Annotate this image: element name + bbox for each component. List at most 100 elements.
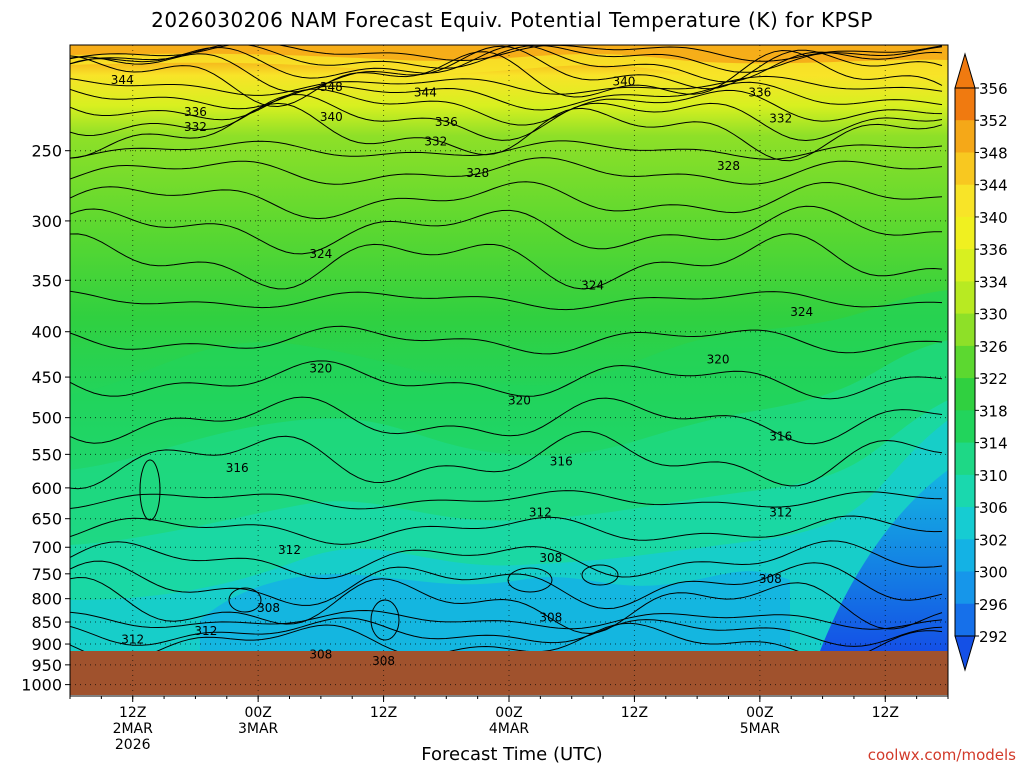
contour-line — [70, 617, 943, 647]
contour-label: 312 — [121, 633, 144, 647]
colorbar-label: 344 — [979, 177, 1008, 195]
colorbar-swatch — [955, 281, 975, 315]
y-tick-label: 600 — [31, 479, 62, 498]
colorbar-swatch — [955, 539, 975, 573]
contour-line — [70, 181, 943, 220]
colorbar-label: 340 — [979, 209, 1008, 227]
y-tick-label: 350 — [31, 271, 62, 290]
contour-closed — [370, 599, 400, 641]
contour-label: 324 — [790, 305, 813, 319]
contour-line — [70, 622, 943, 651]
x-tick-label: 12Z — [621, 705, 648, 721]
colorbar-swatch — [955, 474, 975, 508]
contour-line — [70, 45, 943, 93]
contour-label: 308 — [539, 610, 562, 624]
colorbar-label: 348 — [979, 144, 1008, 162]
x-tick-label: 00Z — [495, 705, 522, 721]
colorbar-swatch — [955, 120, 975, 153]
colorbar-label: 292 — [979, 628, 1008, 646]
contour-line — [70, 157, 943, 185]
contour-line — [70, 540, 943, 580]
grid-lines — [70, 45, 948, 696]
y-tick-label: 700 — [31, 538, 62, 557]
x-tick-label: 12Z — [119, 705, 146, 721]
contour-line — [70, 490, 943, 510]
contour-closed — [228, 587, 262, 613]
x-tick-label: 2MAR — [113, 721, 154, 737]
credit-text: coolwx.com/models — [867, 746, 1016, 764]
colorbar-label: 306 — [979, 499, 1008, 517]
colorbar-swatch — [955, 152, 975, 186]
contour-label: 336 — [748, 86, 771, 100]
contour-label: 308 — [372, 654, 395, 668]
contour-line — [70, 325, 943, 355]
x-axis-title: Forecast Time (UTC) — [421, 744, 603, 765]
contour-label: 332 — [424, 134, 447, 148]
contour-label: 320 — [508, 393, 531, 407]
colorbar-swatch — [955, 216, 975, 250]
contour-line — [70, 233, 943, 290]
contour-line — [70, 75, 943, 96]
y-tick-label: 800 — [31, 590, 62, 609]
contour-label: 328 — [466, 166, 489, 180]
colorbar-swatch — [955, 345, 975, 379]
x-tick-label: 3MAR — [238, 721, 279, 737]
contour-label: 308 — [309, 648, 332, 662]
x-tick-label: 2026 — [115, 737, 151, 753]
colorbar-label: 302 — [979, 531, 1008, 549]
contour-closed — [507, 567, 553, 593]
contour-label: 336 — [184, 105, 207, 119]
y-tick-label: 950 — [31, 656, 62, 675]
contour-label: 316 — [226, 461, 249, 475]
contour-label: 340 — [320, 110, 343, 124]
colorbar-swatch — [955, 442, 975, 476]
colorbar-label: 334 — [979, 273, 1008, 291]
y-axis: 250 300 350 400 450 500 550 600 650 700 750 800 850 9… — [21, 142, 70, 695]
colorbar-swatch — [955, 603, 975, 637]
contour-label: 332 — [769, 112, 792, 126]
contour-label: 320 — [707, 353, 730, 367]
contour-line — [70, 88, 943, 126]
colorbar-label: 322 — [979, 370, 1008, 388]
colorbar-label: 314 — [979, 435, 1008, 453]
contour-line — [70, 560, 943, 610]
y-tick-label: 1000 — [21, 676, 62, 695]
colorbar-label: 296 — [979, 596, 1008, 614]
chart-title: 2026030206 NAM Forecast Equiv. Potential… — [151, 8, 873, 32]
contour-label: 336 — [435, 115, 458, 129]
contour-label: 324 — [581, 279, 604, 293]
colorbar-label: 326 — [979, 338, 1008, 356]
colorbar-swatch — [955, 571, 975, 605]
y-tick-label: 900 — [31, 635, 62, 654]
contour-label: 312 — [529, 506, 552, 520]
contour-line — [70, 431, 943, 490]
contour-line — [70, 396, 943, 445]
contour-label: 320 — [309, 361, 332, 375]
x-tick-label: 12Z — [872, 705, 899, 721]
contour-label: 308 — [257, 601, 280, 615]
x-tick-label: 00Z — [746, 705, 773, 721]
colorbar: 356 352 348 344 340 336 334 330 326 322 318 314 310 3… — [954, 52, 1008, 672]
colorbar-frame — [954, 87, 976, 637]
colorbar-swatch — [955, 378, 975, 411]
contour-label: 344 — [414, 86, 437, 100]
contour-line — [70, 49, 943, 108]
contour-label: 316 — [550, 454, 573, 468]
contour-closed — [139, 459, 161, 521]
x-tick-label: 00Z — [244, 705, 271, 721]
colorbar-swatch — [955, 88, 975, 121]
colorbar-label: 318 — [979, 402, 1008, 420]
contour-line — [70, 576, 943, 635]
y-tick-label: 450 — [31, 368, 62, 387]
y-tick-label: 850 — [31, 613, 62, 632]
contour-line — [70, 360, 943, 400]
contour-line — [70, 205, 943, 255]
contour-line — [70, 93, 943, 142]
x-tick-label: 4MAR — [489, 721, 530, 737]
colorbar-arrow-top — [954, 52, 976, 89]
y-tick-label: 250 — [31, 142, 62, 161]
contour-closed — [581, 564, 619, 586]
colorbar-label: 300 — [979, 564, 1008, 582]
x-tick-label: 5MAR — [740, 721, 781, 737]
